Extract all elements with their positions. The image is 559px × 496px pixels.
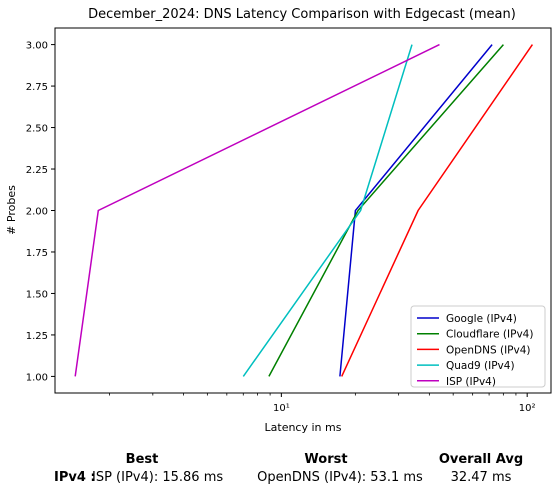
ipv4-row-label: IPv4 : xyxy=(54,470,96,485)
legend-label: ISP (IPv4) xyxy=(446,376,496,388)
y-tick-label: 2.00 xyxy=(26,207,48,218)
x-axis-label: Latency in ms xyxy=(265,421,342,434)
summary-table: Best Worst Overall Avg IPv4 : ISP (IPv4)… xyxy=(0,446,559,496)
worst-value: OpenDNS (IPv4): 53.1 ms xyxy=(257,470,423,485)
series-line-3 xyxy=(242,44,413,377)
plot-area xyxy=(74,43,534,377)
y-tick-label: 2.75 xyxy=(26,82,48,93)
y-tick-label: 2.50 xyxy=(26,124,48,135)
overall-header: Overall Avg xyxy=(438,452,524,467)
series-line-0 xyxy=(339,44,493,377)
y-tick-label: 2.25 xyxy=(26,165,48,176)
x-tick-label: 10² xyxy=(519,403,536,414)
y-tick-label: 1.75 xyxy=(26,248,48,259)
y-tick-label: 1.50 xyxy=(26,289,48,300)
worst-header: Worst xyxy=(304,452,348,467)
legend-label: Quad9 (IPv4) xyxy=(446,360,515,372)
legend-label: Cloudflare (IPv4) xyxy=(446,329,533,341)
y-tick-label: 1.25 xyxy=(26,331,48,342)
x-axis-ticks: 10¹ 10² xyxy=(109,393,536,414)
legend-box xyxy=(410,305,546,388)
series-line-1 xyxy=(268,44,504,377)
best-value: ISP (IPv4): 15.86 ms xyxy=(92,470,224,485)
series-line-2 xyxy=(341,44,534,377)
y-tick-label: 3.00 xyxy=(26,41,48,52)
legend-label: Google (IPv4) xyxy=(446,313,517,325)
y-tick-label: 1.00 xyxy=(26,372,48,383)
best-header: Best xyxy=(125,452,159,467)
overall-value: 32.47 ms xyxy=(450,470,512,485)
legend-label: OpenDNS (IPv4) xyxy=(446,344,531,356)
y-axis-label: # Probes xyxy=(5,185,18,235)
series-line-4 xyxy=(74,43,440,377)
chart-title: December_2024: DNS Latency Comparison wi… xyxy=(88,7,516,22)
latency-chart: December_2024: DNS Latency Comparison wi… xyxy=(5,7,552,434)
legend: Google (IPv4) Cloudflare (IPv4) OpenDNS (I… xyxy=(410,305,546,388)
y-axis-ticks: 1.00 1.25 1.50 1.75 2.00 2.25 2.50 2.75 3.00 xyxy=(26,41,55,383)
x-tick-label: 10¹ xyxy=(273,403,290,414)
